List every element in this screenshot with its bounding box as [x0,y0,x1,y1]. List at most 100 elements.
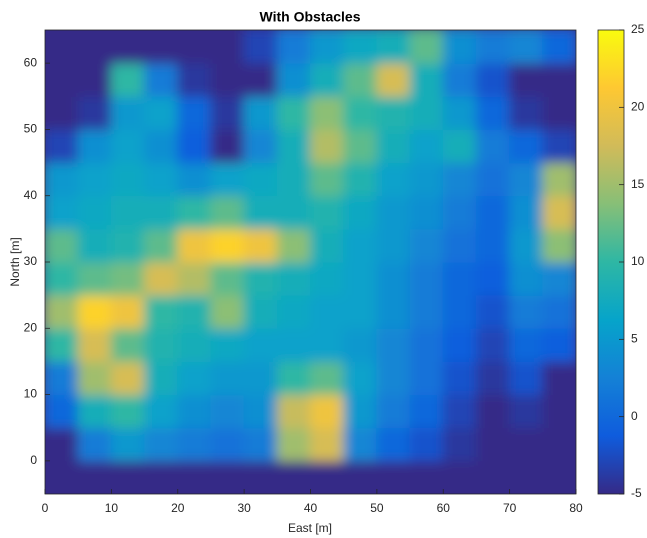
cell [542,195,576,230]
cell [210,228,245,263]
cell [210,427,245,462]
cell [542,294,576,329]
cell [310,195,345,230]
cell [310,228,345,263]
cell [376,261,411,296]
cell [276,294,311,329]
cell [310,95,345,130]
cell [409,228,444,263]
cell [243,261,278,296]
cell [110,327,146,362]
cell [343,294,378,329]
cell [110,394,146,429]
x-tick-label: 10 [105,501,119,515]
colorbar-tick-label: 5 [631,332,638,346]
cell [509,360,544,396]
y-tick-label: 10 [24,387,38,401]
cell [144,394,179,429]
colorbar-tick-label: 0 [631,409,638,423]
colorbar-tick-label: 25 [631,22,645,36]
cell [110,261,146,296]
cell [243,228,278,263]
cell [542,460,576,494]
cell [542,95,576,130]
cell [243,360,278,396]
cell [343,95,378,130]
cell [343,360,378,396]
cell [310,460,345,494]
cell [310,162,345,197]
cell [310,427,345,462]
cell [509,195,544,230]
cell [475,128,511,164]
cell [409,62,444,97]
cell [475,360,511,396]
cell [343,195,378,230]
x-tick-label: 0 [42,501,49,515]
cell [210,360,245,396]
cell [210,162,245,197]
cell [376,95,411,130]
cell [110,95,146,130]
cell [409,360,444,396]
cell [376,460,411,494]
cell [243,394,278,429]
x-tick-label: 70 [503,501,517,515]
cell [442,195,477,230]
cell [210,30,245,64]
y-tick-label: 0 [30,453,37,467]
cell [276,261,311,296]
cell [475,327,511,362]
cell [442,62,477,97]
cell [210,327,245,362]
y-tick-label: 40 [24,188,38,202]
cell [509,294,544,329]
x-axis-label: East [m] [288,521,332,535]
cell [542,360,576,396]
cell [177,128,212,164]
x-tick-label: 40 [304,501,318,515]
heatmap [45,30,576,494]
cell [310,394,345,429]
cell [343,30,378,64]
cell [542,228,576,263]
cell [177,294,212,329]
y-tick-label: 30 [24,254,38,268]
cell [110,294,146,329]
cell [110,460,146,494]
cell [45,128,79,164]
cell [442,327,477,362]
cell [475,294,511,329]
axes: 0 10 20 30 40 50 60 70 80 0 10 20 30 40 50 60 -5 0 5 10 15 20… [24,22,645,515]
cell [343,162,378,197]
x-tick-label: 30 [237,501,251,515]
cell [276,327,311,362]
cell [475,30,511,64]
cell [210,261,245,296]
cell [45,294,79,329]
cell [376,228,411,263]
cell [442,228,477,263]
cell [45,95,79,130]
cell [276,460,311,494]
cell [77,261,112,296]
cell [276,394,311,429]
cell [177,427,212,462]
cell [542,162,576,197]
cell [77,460,112,494]
x-tick-label: 80 [569,501,583,515]
cell [542,327,576,362]
cell [509,261,544,296]
cell [210,394,245,429]
cell [343,427,378,462]
cell [376,62,411,97]
cell [177,162,212,197]
cell [276,162,311,197]
cell [210,128,245,164]
cell [177,327,212,362]
cell [45,427,79,462]
cell [77,360,112,396]
cell [276,30,311,64]
cell [276,195,311,230]
cell [144,30,179,64]
